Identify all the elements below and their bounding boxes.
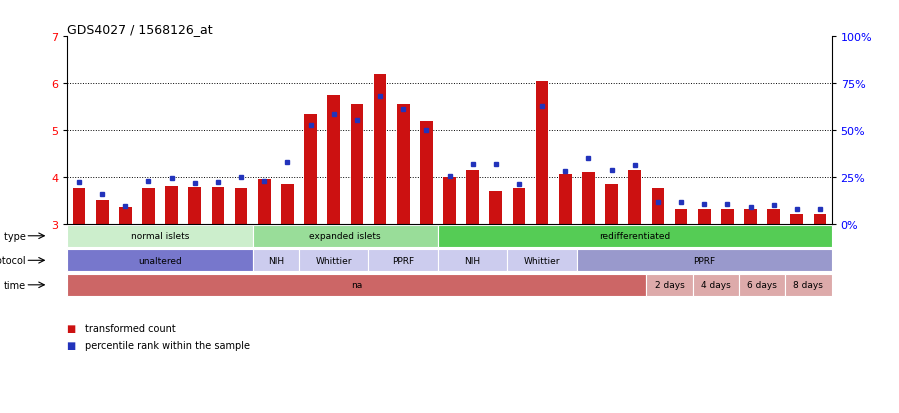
Bar	[814, 215, 826, 224]
Bar	[646, 274, 692, 296]
Text: transformed count: transformed count	[85, 323, 176, 333]
Bar	[512, 189, 525, 224]
Bar	[369, 249, 438, 272]
Bar	[739, 274, 785, 296]
Text: na: na	[352, 281, 362, 290]
Text: time: time	[4, 280, 25, 290]
Bar	[396, 105, 410, 224]
Text: 6 days: 6 days	[747, 281, 777, 290]
Text: ■: ■	[67, 323, 80, 333]
Text: 8 days: 8 days	[794, 281, 823, 290]
Bar	[785, 274, 832, 296]
Bar	[253, 225, 438, 247]
Text: PPRF: PPRF	[392, 256, 414, 265]
Bar	[790, 215, 803, 224]
Bar	[211, 188, 225, 224]
Bar	[652, 189, 664, 224]
Bar	[304, 114, 317, 224]
Bar	[438, 225, 832, 247]
Bar	[768, 210, 780, 224]
Text: cell type: cell type	[0, 231, 25, 241]
Text: 2 days: 2 days	[654, 281, 684, 290]
Bar	[467, 170, 479, 224]
Text: expanded islets: expanded islets	[309, 232, 381, 241]
Bar	[281, 184, 294, 224]
Bar	[577, 249, 832, 272]
Bar	[692, 274, 739, 296]
Bar	[674, 210, 688, 224]
Bar	[189, 188, 201, 224]
Bar	[119, 208, 131, 224]
Text: ■: ■	[67, 340, 80, 350]
Bar	[744, 210, 757, 224]
Bar	[96, 201, 109, 224]
Text: Whittier: Whittier	[524, 256, 560, 265]
Bar	[165, 187, 178, 224]
Text: normal islets: normal islets	[131, 232, 189, 241]
Text: PPRF: PPRF	[693, 256, 716, 265]
Bar	[67, 274, 646, 296]
Bar	[420, 121, 432, 224]
Bar	[67, 225, 253, 247]
Bar	[721, 210, 734, 224]
Text: percentile rank within the sample: percentile rank within the sample	[85, 340, 251, 350]
Text: GDS4027 / 1568126_at: GDS4027 / 1568126_at	[67, 23, 213, 36]
Text: Whittier: Whittier	[316, 256, 352, 265]
Bar	[258, 180, 271, 224]
Text: NIH: NIH	[268, 256, 284, 265]
Bar	[698, 210, 710, 224]
Bar	[327, 95, 340, 224]
Bar	[73, 189, 85, 224]
Bar	[374, 74, 387, 224]
Bar	[559, 175, 572, 224]
Bar	[443, 177, 456, 224]
Bar	[142, 189, 155, 224]
Text: unaltered: unaltered	[138, 256, 182, 265]
Bar	[628, 170, 641, 224]
Text: redifferentiated: redifferentiated	[599, 232, 671, 241]
Text: protocol: protocol	[0, 256, 25, 266]
Bar	[489, 191, 503, 224]
Bar	[507, 249, 577, 272]
Bar	[605, 184, 618, 224]
Bar	[253, 249, 299, 272]
Text: 4 days: 4 days	[701, 281, 731, 290]
Bar	[582, 173, 595, 224]
Bar	[536, 81, 548, 224]
Text: NIH: NIH	[465, 256, 481, 265]
Bar	[235, 189, 247, 224]
Bar	[299, 249, 369, 272]
Bar	[351, 105, 363, 224]
Bar	[438, 249, 507, 272]
Bar	[67, 249, 253, 272]
